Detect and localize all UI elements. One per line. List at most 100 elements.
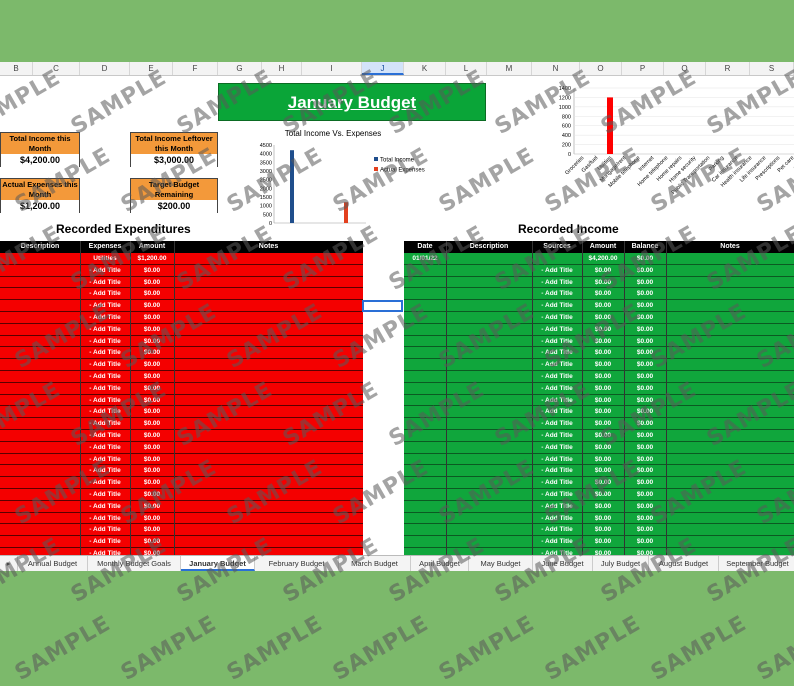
table-row[interactable]: - Add Title $0.00 $0.00 <box>404 335 794 348</box>
column-header-g[interactable]: G <box>218 62 262 75</box>
table-row[interactable]: - Add Title $0.00 <box>0 488 363 501</box>
table-row[interactable]: - Add Title $0.00 <box>0 465 363 478</box>
sheet-nav-icon[interactable]: ▸ <box>0 556 18 571</box>
table-cell[interactable]: - Add Title <box>541 455 573 463</box>
table-cell[interactable]: $0.00 <box>636 538 654 546</box>
table-row[interactable]: - Add Title $0.00 <box>0 524 363 537</box>
column-header-b[interactable]: B <box>0 62 33 75</box>
table-cell[interactable]: - Add Title <box>541 337 573 345</box>
table-cell[interactable]: $0.00 <box>594 538 612 546</box>
sheet-tab[interactable]: June Budget <box>533 556 593 571</box>
table-cell[interactable]: $0.00 <box>636 384 654 392</box>
table-cell[interactable]: $0.00 <box>636 431 654 439</box>
table-row[interactable]: - Add Title $0.00 <box>0 288 363 301</box>
table-cell[interactable]: - Add Title <box>541 372 573 380</box>
income-leftover-box[interactable]: Total Income Leftover this Month $3,000.… <box>130 132 218 167</box>
table-row[interactable]: - Add Title $0.00 <box>0 477 363 489</box>
table-cell[interactable]: $0.00 <box>594 443 612 451</box>
table-row[interactable]: 01/01/22 $4,200.00 $0.00 <box>404 253 794 265</box>
table-cell[interactable]: - Add Title <box>89 514 121 522</box>
column-header-o[interactable]: O <box>580 62 622 75</box>
column-header-r[interactable]: R <box>706 62 750 75</box>
table-cell[interactable]: $0.00 <box>143 278 161 286</box>
table-cell[interactable]: $4,200.00 <box>588 255 618 262</box>
table-row[interactable]: - Add Title $0.00 <box>0 276 363 289</box>
table-cell[interactable]: - Add Title <box>541 479 573 487</box>
table-cell[interactable]: $0.00 <box>636 290 654 298</box>
table-cell[interactable]: $0.00 <box>636 313 654 321</box>
table-cell[interactable]: $0.00 <box>143 455 161 463</box>
table-cell[interactable]: - Add Title <box>89 502 121 510</box>
table-cell[interactable]: - Add Title <box>541 325 573 333</box>
table-row[interactable]: - Add Title $0.00 $0.00 <box>404 288 794 301</box>
table-cell[interactable]: - Add Title <box>541 526 573 534</box>
table-row[interactable]: - Add Title $0.00 $0.00 <box>404 300 794 312</box>
table-cell[interactable]: - Add Title <box>541 349 573 357</box>
table-cell[interactable]: $0.00 <box>636 526 654 534</box>
table-cell[interactable]: $0.00 <box>594 290 612 298</box>
table-row[interactable]: - Add Title $0.00 $0.00 <box>404 382 794 395</box>
table-cell[interactable]: $0.00 <box>143 479 161 487</box>
table-row[interactable]: - Add Title $0.00 <box>0 394 363 407</box>
table-cell[interactable]: $0.00 <box>594 325 612 333</box>
table-row[interactable]: - Add Title $0.00 <box>0 429 363 442</box>
table-row[interactable]: - Add Title $0.00 $0.00 <box>404 500 794 513</box>
table-cell[interactable]: - Add Title <box>89 325 121 333</box>
table-cell[interactable]: - Add Title <box>541 431 573 439</box>
table-cell[interactable]: $0.00 <box>594 479 612 487</box>
table-row[interactable]: - Add Title $0.00 $0.00 <box>404 264 794 277</box>
table-cell[interactable]: - Add Title <box>89 549 121 555</box>
table-row[interactable]: - Add Title $0.00 <box>0 536 363 548</box>
table-cell[interactable]: - Add Title <box>89 302 121 310</box>
table-row[interactable]: - Add Title $0.00 <box>0 323 363 336</box>
table-cell[interactable]: $0.00 <box>636 266 654 274</box>
table-cell[interactable]: - Add Title <box>541 396 573 404</box>
table-cell[interactable]: 01/01/22 <box>412 255 438 262</box>
table-cell[interactable]: $0.00 <box>636 337 654 345</box>
table-cell[interactable]: - Add Title <box>89 372 121 380</box>
income-vs-expenses-chart[interactable]: Total Income Vs. Expenses 4500 4000 3500 300… <box>238 127 428 227</box>
table-row[interactable]: - Add Title $0.00 <box>0 335 363 348</box>
table-cell[interactable]: $0.00 <box>143 313 161 321</box>
selected-cell[interactable] <box>362 300 403 312</box>
sheet-tab[interactable]: September Budget <box>719 556 794 571</box>
table-row[interactable]: - Add Title $0.00 $0.00 <box>404 276 794 289</box>
table-cell[interactable]: - Add Title <box>89 526 121 534</box>
table-cell[interactable]: $0.00 <box>143 526 161 534</box>
column-header-s[interactable]: S <box>750 62 794 75</box>
table-cell[interactable]: $0.00 <box>143 467 161 475</box>
column-header-i[interactable]: I <box>302 62 362 75</box>
table-row[interactable]: - Add Title $0.00 <box>0 359 363 371</box>
table-row[interactable]: - Add Title $0.00 <box>0 418 363 430</box>
sheet-tab[interactable]: February Budget <box>255 556 339 571</box>
table-row[interactable]: - Add Title $0.00 $0.00 <box>404 465 794 478</box>
table-cell[interactable]: $0.00 <box>594 266 612 274</box>
table-cell[interactable]: $0.00 <box>636 467 654 475</box>
table-row[interactable]: - Add Title $0.00 $0.00 <box>404 477 794 489</box>
table-cell[interactable]: $0.00 <box>636 361 654 369</box>
column-header-k[interactable]: K <box>404 62 446 75</box>
table-cell[interactable]: $0.00 <box>636 255 654 262</box>
table-row[interactable]: - Add Title $0.00 $0.00 <box>404 359 794 371</box>
table-cell[interactable]: - Add Title <box>89 278 121 286</box>
table-cell[interactable]: $0.00 <box>143 420 161 428</box>
table-cell[interactable]: $0.00 <box>594 278 612 286</box>
table-cell[interactable]: $0.00 <box>594 431 612 439</box>
table-cell[interactable]: $0.00 <box>143 325 161 333</box>
table-row[interactable]: - Add Title $0.00 $0.00 <box>404 370 794 383</box>
table-cell[interactable]: - Add Title <box>541 420 573 428</box>
table-cell[interactable]: $0.00 <box>143 266 161 274</box>
table-cell[interactable]: - Add Title <box>89 337 121 345</box>
table-cell[interactable]: - Add Title <box>541 443 573 451</box>
table-cell[interactable]: - Add Title <box>541 302 573 310</box>
table-cell[interactable]: $0.00 <box>636 396 654 404</box>
table-cell[interactable]: $1,200.00 <box>137 255 167 262</box>
sheet-tab[interactable]: Monthly Budget Goals <box>88 556 181 571</box>
table-cell[interactable]: $0.00 <box>143 408 161 416</box>
table-row[interactable]: - Add Title $0.00 $0.00 <box>404 488 794 501</box>
table-cell[interactable]: - Add Title <box>89 443 121 451</box>
table-row[interactable]: - Add Title $0.00 <box>0 347 363 360</box>
table-cell[interactable]: - Add Title <box>89 490 121 498</box>
table-row[interactable]: Utilities $1,200.00 <box>0 253 363 265</box>
table-cell[interactable]: $0.00 <box>594 361 612 369</box>
